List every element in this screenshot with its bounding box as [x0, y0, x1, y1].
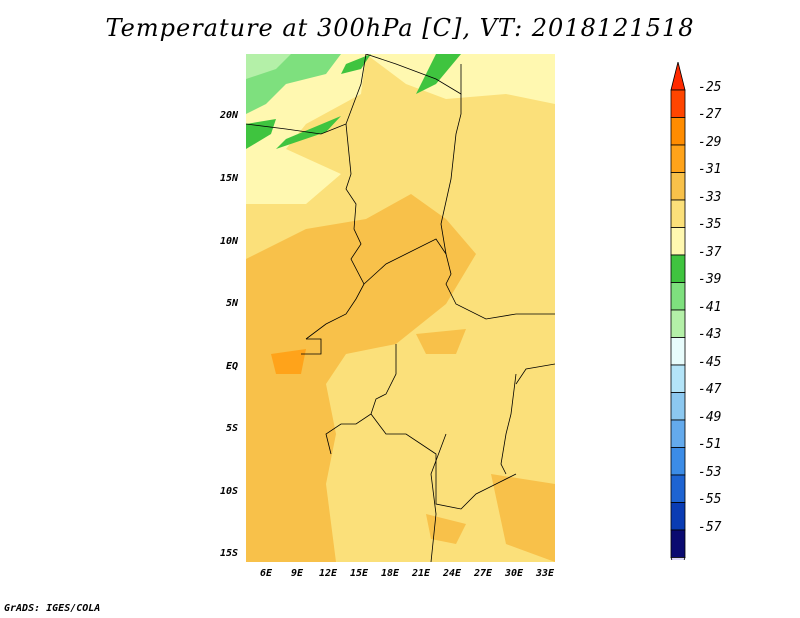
- colorbar-cell: [670, 117, 686, 146]
- lon-label-33e: 33E: [535, 568, 555, 579]
- lat-label-eq: EQ: [225, 361, 238, 372]
- lat-label-15s: 15S: [219, 548, 238, 559]
- lon-label-30e: 30E: [504, 568, 524, 579]
- colorbar: [670, 62, 686, 560]
- lon-label-27e: 27E: [473, 568, 493, 579]
- lon-label-15e: 15E: [349, 568, 369, 579]
- lat-label-10s: 10S: [219, 486, 238, 497]
- footer-credit: GrADS: IGES/COLA: [4, 603, 101, 614]
- temperature-map: [246, 54, 555, 562]
- colorbar-cell: [670, 502, 686, 531]
- colorbar-cell: [670, 392, 686, 421]
- colorbar-label: -31: [698, 162, 722, 177]
- lat-label-10n: 10N: [219, 236, 238, 247]
- lon-label-9e: 9E: [290, 568, 304, 579]
- colorbar-label: -43: [698, 327, 722, 342]
- colorbar-label: -47: [698, 382, 722, 397]
- colorbar-cell: [670, 529, 686, 558]
- colorbar-label: -25: [698, 80, 722, 95]
- colorbar-label: -27: [698, 107, 722, 122]
- colorbar-label: -35: [698, 217, 722, 232]
- colorbar-cell: [670, 309, 686, 338]
- colorbar-cell: [670, 337, 686, 366]
- colorbar-cell: [670, 474, 686, 503]
- colorbar-label: -29: [698, 135, 722, 150]
- colorbar-cell: [670, 254, 686, 283]
- lat-label-15n: 15N: [219, 173, 238, 184]
- lon-label-18e: 18E: [380, 568, 400, 579]
- colorbar-label: -57: [698, 520, 722, 535]
- colorbar-label: -55: [698, 492, 722, 507]
- colorbar-cell: [670, 199, 686, 228]
- colorbar-cell: [670, 364, 686, 393]
- lon-label-6e: 6E: [259, 568, 273, 579]
- chart-title: Temperature at 300hPa [C], VT: 201812151…: [105, 14, 695, 42]
- colorbar-cell: [670, 447, 686, 476]
- colorbar-cell: [670, 89, 686, 118]
- colorbar-label: -49: [698, 410, 722, 425]
- lon-label-24e: 24E: [442, 568, 462, 579]
- colorbar-label: -51: [698, 437, 722, 452]
- lon-label-12e: 12E: [318, 568, 338, 579]
- colorbar-cell: [670, 144, 686, 173]
- colorbar-cell: [670, 172, 686, 201]
- colorbar-label: -33: [698, 190, 722, 205]
- lon-label-21e: 21E: [411, 568, 431, 579]
- colorbar-cell: [670, 419, 686, 448]
- colorbar-cell: [670, 282, 686, 311]
- colorbar-label: -37: [698, 245, 722, 260]
- colorbar-label: -41: [698, 300, 722, 315]
- lat-label-5s: 5S: [225, 423, 238, 434]
- colorbar-label: -53: [698, 465, 722, 480]
- lat-label-20n: 20N: [219, 110, 238, 121]
- lat-label-5n: 5N: [225, 298, 238, 309]
- colorbar-label: -39: [698, 272, 722, 287]
- colorbar-label: -45: [698, 355, 722, 370]
- colorbar-under-triangle: [670, 557, 686, 560]
- colorbar-over-triangle: [670, 62, 686, 91]
- colorbar-cell: [670, 227, 686, 256]
